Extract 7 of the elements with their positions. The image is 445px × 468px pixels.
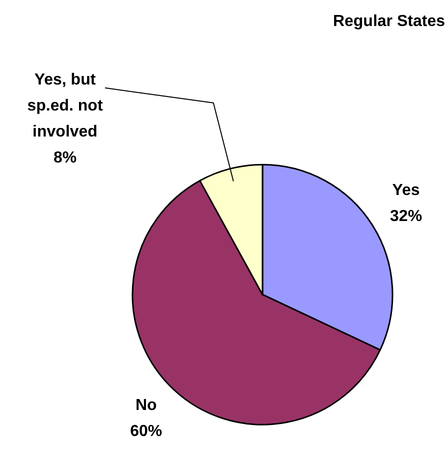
data-label: 8% [53,150,77,167]
slice-label: No [135,396,158,414]
slice-label: Yes, but sp.ed. not involved [27,72,104,141]
slice-label: Yes [392,182,420,199]
chart-title: Regular States [332,13,445,30]
data-label: 60% [130,422,162,440]
data-label: 32% [390,208,422,225]
